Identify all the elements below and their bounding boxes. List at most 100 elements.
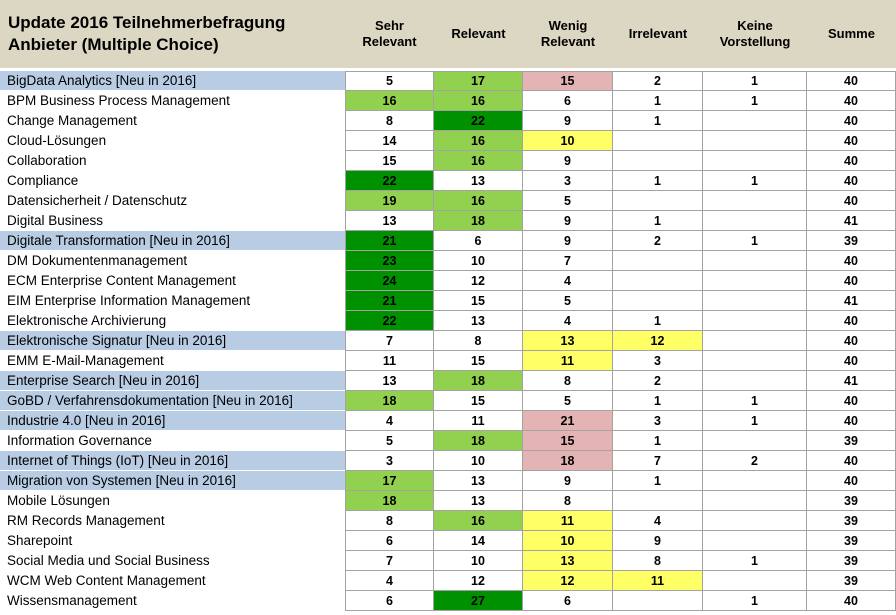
table-row: Internet of Things (IoT) [Neu in 2016] 3 1…	[0, 451, 896, 471]
cell-sehr_relevant: 5	[345, 431, 434, 451]
cell-keine_vorstellung	[703, 331, 807, 351]
cell-summe: 39	[807, 571, 896, 591]
table-row: GoBD / Verfahrensdokumentation [Neu in 2…	[0, 391, 896, 411]
column-header-sehr_relevant: Sehr Relevant	[345, 0, 434, 71]
column-header-irrelevant: Irrelevant	[613, 0, 703, 71]
table-row: Industrie 4.0 [Neu in 2016] 4 11 21 3 1 40	[0, 411, 896, 431]
cell-wenig_relevant: 4	[523, 311, 613, 331]
cell-wenig_relevant: 13	[523, 551, 613, 571]
table-row: Elektronische Archivierung 22 13 4 1 40	[0, 311, 896, 331]
row-label: WCM Web Content Management	[0, 571, 345, 591]
cell-irrelevant: 1	[613, 471, 703, 491]
cell-relevant: 11	[434, 411, 523, 431]
cell-keine_vorstellung	[703, 491, 807, 511]
cell-keine_vorstellung	[703, 511, 807, 531]
cell-summe: 39	[807, 431, 896, 451]
table-row: EIM Enterprise Information Management 21 1…	[0, 291, 896, 311]
cell-keine_vorstellung	[703, 571, 807, 591]
cell-relevant: 15	[434, 351, 523, 371]
cell-keine_vorstellung: 1	[703, 71, 807, 91]
cell-summe: 40	[807, 151, 896, 171]
cell-wenig_relevant: 5	[523, 191, 613, 211]
cell-relevant: 16	[434, 131, 523, 151]
cell-summe: 41	[807, 291, 896, 311]
cell-relevant: 16	[434, 511, 523, 531]
cell-irrelevant: 2	[613, 71, 703, 91]
cell-wenig_relevant: 10	[523, 531, 613, 551]
cell-relevant: 22	[434, 111, 523, 131]
cell-keine_vorstellung: 1	[703, 171, 807, 191]
table-row: RM Records Management 8 16 11 4 39	[0, 511, 896, 531]
row-label: GoBD / Verfahrensdokumentation [Neu in 2…	[0, 391, 345, 411]
cell-sehr_relevant: 6	[345, 591, 434, 611]
cell-summe: 40	[807, 411, 896, 431]
table-row: BPM Business Process Management 16 16 6 1 1 40	[0, 91, 896, 111]
column-header-keine_vorstellung: Keine Vorstellung	[703, 0, 807, 71]
cell-relevant: 15	[434, 391, 523, 411]
cell-wenig_relevant: 9	[523, 111, 613, 131]
cell-sehr_relevant: 21	[345, 291, 434, 311]
cell-irrelevant: 11	[613, 571, 703, 591]
cell-sehr_relevant: 7	[345, 331, 434, 351]
cell-summe: 41	[807, 211, 896, 231]
cell-summe: 40	[807, 191, 896, 211]
cell-irrelevant: 1	[613, 311, 703, 331]
cell-keine_vorstellung	[703, 371, 807, 391]
row-label: Industrie 4.0 [Neu in 2016]	[0, 411, 345, 431]
cell-keine_vorstellung	[703, 531, 807, 551]
cell-summe: 40	[807, 71, 896, 91]
cell-keine_vorstellung	[703, 291, 807, 311]
row-label: Wissensmanagement	[0, 591, 345, 611]
row-label: Collaboration	[0, 151, 345, 171]
cell-sehr_relevant: 15	[345, 151, 434, 171]
row-label: EMM E-Mail-Management	[0, 351, 345, 371]
cell-summe: 40	[807, 451, 896, 471]
cell-keine_vorstellung: 1	[703, 411, 807, 431]
cell-keine_vorstellung	[703, 191, 807, 211]
cell-irrelevant: 3	[613, 411, 703, 431]
cell-irrelevant	[613, 131, 703, 151]
cell-relevant: 15	[434, 291, 523, 311]
table-row: Compliance 22 13 3 1 1 40	[0, 171, 896, 191]
row-label: Information Governance	[0, 431, 345, 451]
cell-relevant: 10	[434, 551, 523, 571]
cell-keine_vorstellung	[703, 431, 807, 451]
cell-relevant: 16	[434, 191, 523, 211]
cell-wenig_relevant: 11	[523, 511, 613, 531]
cell-summe: 39	[807, 231, 896, 251]
cell-relevant: 13	[434, 491, 523, 511]
cell-irrelevant: 1	[613, 171, 703, 191]
cell-sehr_relevant: 18	[345, 391, 434, 411]
table-row: DM Dokumentenmanagement 23 10 7 40	[0, 251, 896, 271]
cell-summe: 39	[807, 531, 896, 551]
cell-irrelevant: 1	[613, 431, 703, 451]
cell-summe: 40	[807, 111, 896, 131]
cell-wenig_relevant: 5	[523, 391, 613, 411]
cell-relevant: 6	[434, 231, 523, 251]
row-label: EIM Enterprise Information Management	[0, 291, 345, 311]
cell-sehr_relevant: 24	[345, 271, 434, 291]
cell-wenig_relevant: 3	[523, 171, 613, 191]
cell-summe: 40	[807, 271, 896, 291]
cell-summe: 39	[807, 551, 896, 571]
cell-irrelevant	[613, 251, 703, 271]
row-label: DM Dokumentenmanagement	[0, 251, 345, 271]
cell-relevant: 16	[434, 91, 523, 111]
cell-relevant: 8	[434, 331, 523, 351]
cell-keine_vorstellung	[703, 471, 807, 491]
cell-irrelevant: 1	[613, 91, 703, 111]
row-label: Change Management	[0, 111, 345, 131]
row-label: ECM Enterprise Content Management	[0, 271, 345, 291]
cell-summe: 40	[807, 331, 896, 351]
cell-summe: 40	[807, 131, 896, 151]
row-label: RM Records Management	[0, 511, 345, 531]
cell-summe: 40	[807, 171, 896, 191]
cell-sehr_relevant: 7	[345, 551, 434, 571]
cell-sehr_relevant: 8	[345, 111, 434, 131]
column-header-summe: Summe	[807, 0, 896, 71]
cell-irrelevant: 3	[613, 351, 703, 371]
row-label: Enterprise Search [Neu in 2016]	[0, 371, 345, 391]
table-row: Change Management 8 22 9 1 40	[0, 111, 896, 131]
cell-sehr_relevant: 23	[345, 251, 434, 271]
cell-keine_vorstellung: 1	[703, 591, 807, 611]
